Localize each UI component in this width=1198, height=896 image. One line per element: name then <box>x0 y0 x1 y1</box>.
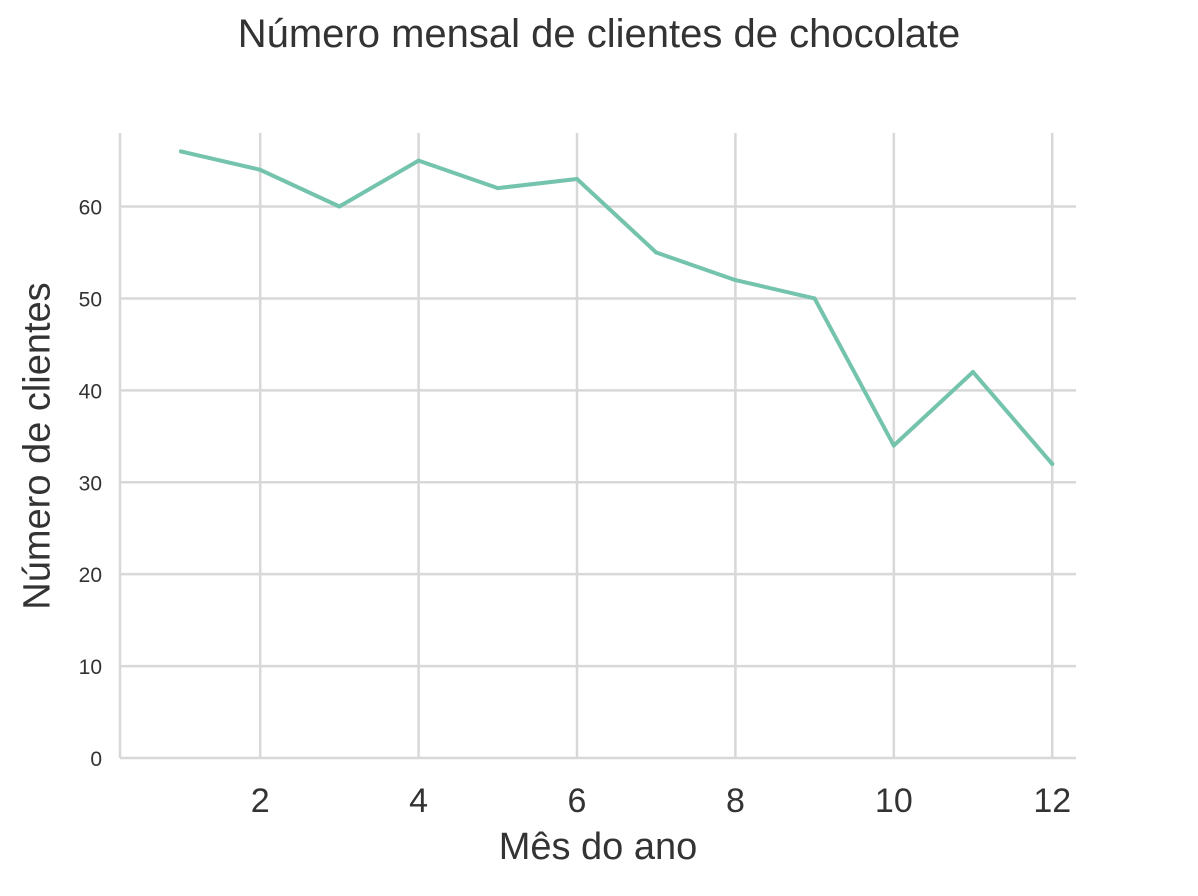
y-tick-label: 0 <box>90 748 102 771</box>
data-point <box>654 250 659 255</box>
data-point <box>733 278 738 283</box>
x-tick-label: 10 <box>875 782 913 820</box>
x-tick-label: 12 <box>1033 782 1071 820</box>
data-point <box>891 443 896 448</box>
y-tick-label: 40 <box>79 380 102 403</box>
data-point <box>258 167 263 172</box>
y-tick-label: 50 <box>79 288 102 311</box>
data-point <box>1050 461 1055 466</box>
y-tick-label: 30 <box>79 472 102 495</box>
data-point <box>178 149 183 154</box>
data-point <box>495 186 500 191</box>
chart-title: Número mensal de clientes de chocolate <box>237 12 961 56</box>
data-point <box>812 296 817 301</box>
data-point <box>337 204 342 209</box>
x-tick-label: 6 <box>568 782 587 820</box>
x-tick-label: 4 <box>409 782 428 820</box>
data-point <box>416 158 421 163</box>
y-tick-label: 20 <box>79 564 102 587</box>
data-point <box>971 369 976 374</box>
y-tick-label: 60 <box>79 197 102 220</box>
x-tick-label: 8 <box>726 782 745 820</box>
data-point <box>575 176 580 181</box>
x-tick-label: 2 <box>251 782 270 820</box>
y-tick-label: 10 <box>79 656 102 679</box>
x-axis-label: Mês do ano <box>498 826 698 868</box>
series-line <box>179 149 1055 466</box>
y-axis-label: Número de clientes <box>16 282 59 610</box>
